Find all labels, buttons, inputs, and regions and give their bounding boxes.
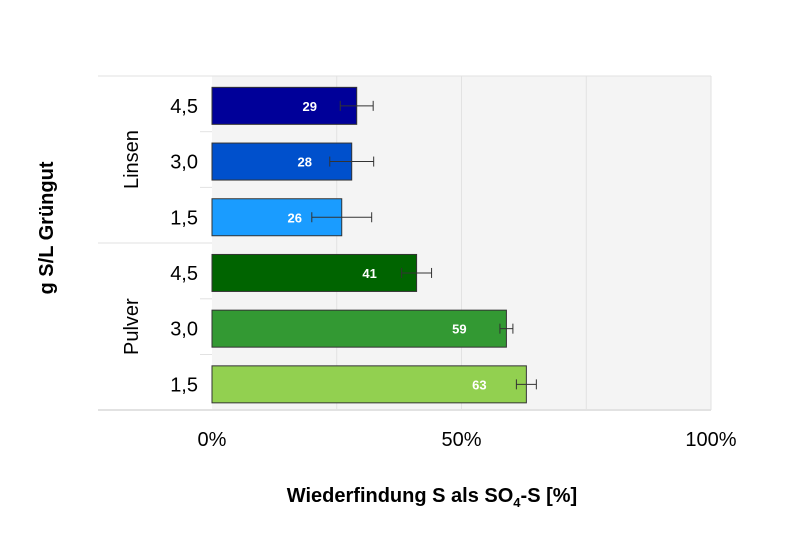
data-label: 59 [452, 322, 466, 337]
x-tick-label: 50% [441, 429, 481, 451]
x-axis-title: Wiederfindung S als SO4-S [%] [287, 485, 577, 510]
category-label: 3,0 [170, 319, 198, 341]
bar [211, 86, 358, 125]
category-label: 4,5 [170, 96, 198, 118]
data-label: 26 [288, 210, 302, 225]
category-label: 1,5 [170, 207, 198, 229]
x-tick-label: 100% [685, 429, 736, 451]
x-tick-label: 0% [198, 429, 227, 451]
group-label: Pulver [121, 298, 143, 355]
data-label: 29 [302, 99, 316, 114]
data-label: 41 [362, 266, 376, 281]
group-label: Linsen [121, 130, 143, 189]
y-axis-title: g S/L Grüngut [36, 161, 58, 294]
x-axis-title-main: Wiederfindung S als SO [287, 485, 514, 507]
bar [211, 253, 418, 292]
x-axis-title-subscript: 4 [513, 495, 521, 510]
x-axis-title-tail: -S [%] [521, 485, 578, 507]
bar [211, 365, 527, 404]
bar [211, 309, 507, 348]
data-label: 63 [472, 377, 486, 392]
bar [211, 142, 353, 181]
category-label: 4,5 [170, 263, 198, 285]
data-label: 28 [297, 155, 311, 170]
category-label: 1,5 [170, 374, 198, 396]
category-label: 3,0 [170, 152, 198, 174]
